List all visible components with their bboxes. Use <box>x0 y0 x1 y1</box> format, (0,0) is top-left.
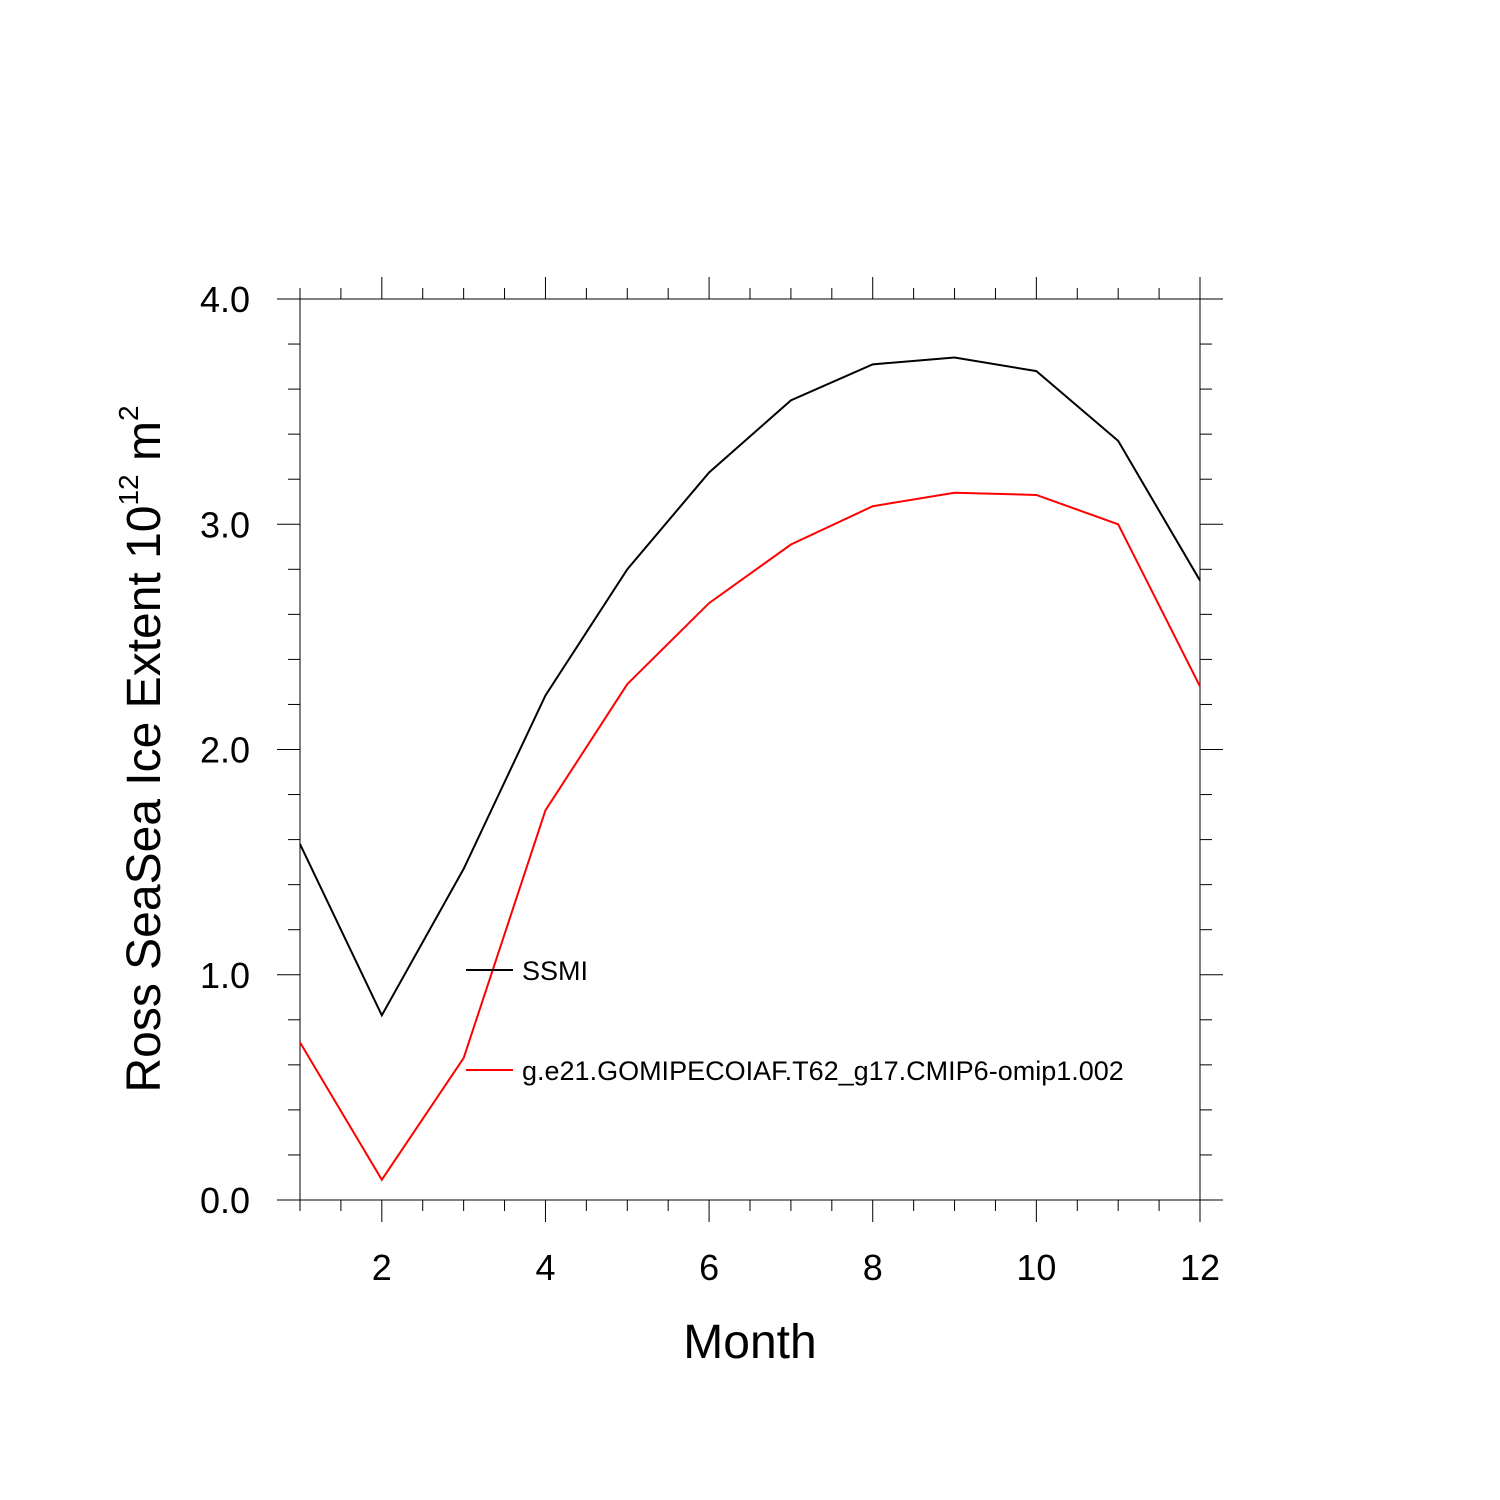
legend: SSMI g.e21.GOMIPECOIAF.T62_g17.CMIP6-omip… <box>466 956 1124 1086</box>
y-axis-title-unit-exponent: 2 <box>113 405 144 421</box>
x-tick-label: 10 <box>1016 1247 1056 1288</box>
data-point <box>625 682 629 686</box>
x-tick-label: 8 <box>863 1247 883 1288</box>
data-point <box>789 543 793 547</box>
data-point <box>1198 684 1202 688</box>
data-point <box>871 504 875 508</box>
y-tick-label: 0.0 <box>200 1180 250 1221</box>
series-line-1 <box>299 356 1201 1018</box>
y-axis-title-exponent: 12 <box>113 474 144 505</box>
y-tick-label: 4.0 <box>200 279 250 320</box>
data-point <box>707 601 711 605</box>
data-point <box>1198 579 1202 583</box>
x-tick-label: 12 <box>1180 1247 1220 1288</box>
data-point <box>707 470 711 474</box>
tick-labels: 2 4 6 8 10 12 0.0 1.0 2.0 3.0 4.0 <box>200 279 1220 1288</box>
data-point <box>871 362 875 366</box>
y-tick-label: 1.0 <box>200 955 250 996</box>
series-lines <box>298 356 1202 1182</box>
y-tick-label: 3.0 <box>200 504 250 545</box>
data-point <box>298 842 302 846</box>
data-point <box>298 1040 302 1044</box>
legend-label: g.e21.GOMIPECOIAF.T62_g17.CMIP6-omip1.00… <box>522 1056 1124 1086</box>
data-point <box>1034 493 1038 497</box>
axis-ticks <box>277 277 1223 1222</box>
data-point <box>543 808 547 812</box>
data-point <box>543 693 547 697</box>
y-axis-title-prefix: Ross SeaSea Ice Extent 10 <box>118 506 171 1093</box>
x-tick-label: 2 <box>372 1247 392 1288</box>
x-axis-title: Month <box>683 1316 816 1369</box>
data-point <box>1034 369 1038 373</box>
data-point <box>953 491 957 495</box>
x-tick-label: 4 <box>535 1247 555 1288</box>
data-point <box>789 398 793 402</box>
data-point <box>953 356 957 360</box>
y-axis-title: Ross SeaSea Ice Extent 1012 m2 <box>113 405 171 1092</box>
data-point <box>380 1178 384 1182</box>
data-point <box>1116 439 1120 443</box>
x-tick-label: 6 <box>699 1247 719 1288</box>
data-point <box>1116 522 1120 526</box>
y-tick-label: 2.0 <box>200 730 250 771</box>
series-line-2 <box>299 491 1201 1182</box>
legend-label: SSMI <box>522 956 588 986</box>
data-point <box>462 1056 466 1060</box>
data-point <box>380 1013 384 1017</box>
data-point <box>462 867 466 871</box>
y-axis-title-unit: m <box>118 421 171 474</box>
data-point <box>625 567 629 571</box>
